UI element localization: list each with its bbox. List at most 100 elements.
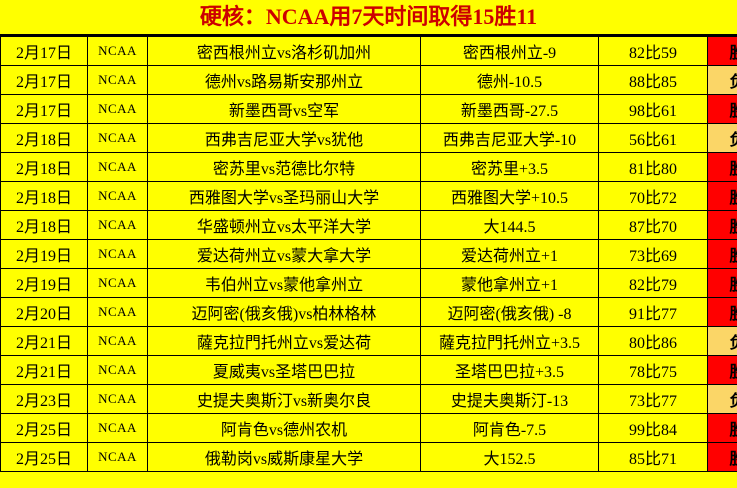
cell-league: NCAA	[87, 355, 148, 385]
cell-result: 负	[707, 384, 737, 414]
cell-date: 2月18日	[0, 210, 88, 240]
cell-pick: 密西根州立-9	[420, 36, 599, 66]
picks-table: 2月17日NCAA密西根州立vs洛杉矶加州密西根州立-982比59胜2月17日N…	[0, 36, 737, 472]
cell-date: 2月25日	[0, 442, 88, 472]
cell-league: NCAA	[87, 36, 148, 66]
cell-result: 胜	[707, 413, 737, 443]
cell-score: 80比86	[598, 326, 708, 356]
cell-league: NCAA	[87, 210, 148, 240]
cell-league: NCAA	[87, 384, 148, 414]
cell-league: NCAA	[87, 413, 148, 443]
cell-result: 胜	[707, 210, 737, 240]
cell-score: 82比59	[598, 36, 708, 66]
cell-result: 胜	[707, 297, 737, 327]
cell-result: 胜	[707, 152, 737, 182]
cell-pick: 大144.5	[420, 210, 599, 240]
cell-league: NCAA	[87, 326, 148, 356]
cell-date: 2月20日	[0, 297, 88, 327]
cell-score: 99比84	[598, 413, 708, 443]
title-bar: 硬核：NCAA用7天时间取得15胜11	[0, 0, 737, 36]
cell-pick: 西雅图大学+10.5	[420, 181, 599, 211]
cell-pick: 阿肯色-7.5	[420, 413, 599, 443]
cell-score: 85比71	[598, 442, 708, 472]
picks-table-body: 2月17日NCAA密西根州立vs洛杉矶加州密西根州立-982比59胜2月17日N…	[0, 36, 737, 472]
cell-pick: 大152.5	[420, 442, 599, 472]
cell-league: NCAA	[87, 268, 148, 298]
cell-result: 胜	[707, 36, 737, 66]
cell-match: 韦伯州立vs蒙他拿州立	[147, 268, 421, 298]
cell-date: 2月19日	[0, 239, 88, 269]
cell-result: 胜	[707, 239, 737, 269]
cell-result: 负	[707, 326, 737, 356]
cell-score: 73比69	[598, 239, 708, 269]
cell-result: 胜	[707, 268, 737, 298]
cell-date: 2月19日	[0, 268, 88, 298]
cell-result: 负	[707, 65, 737, 95]
cell-match: 俄勒岗vs威斯康星大学	[147, 442, 421, 472]
cell-league: NCAA	[87, 297, 148, 327]
cell-result: 胜	[707, 181, 737, 211]
cell-score: 56比61	[598, 123, 708, 153]
cell-match: 密西根州立vs洛杉矶加州	[147, 36, 421, 66]
cell-date: 2月17日	[0, 65, 88, 95]
cell-match: 迈阿密(俄亥俄)vs柏林格林	[147, 297, 421, 327]
page-title: 硬核：NCAA用7天时间取得15胜11	[199, 4, 538, 29]
cell-match: 德州vs路易斯安那州立	[147, 65, 421, 95]
cell-result: 胜	[707, 355, 737, 385]
cell-pick: 蒙他拿州立+1	[420, 268, 599, 298]
cell-pick: 密苏里+3.5	[420, 152, 599, 182]
cell-pick: 新墨西哥-27.5	[420, 94, 599, 124]
cell-date: 2月23日	[0, 384, 88, 414]
cell-league: NCAA	[87, 181, 148, 211]
cell-league: NCAA	[87, 94, 148, 124]
cell-match: 史提夫奥斯汀vs新奥尔良	[147, 384, 421, 414]
cell-date: 2月18日	[0, 123, 88, 153]
cell-score: 82比79	[598, 268, 708, 298]
cell-score: 87比70	[598, 210, 708, 240]
cell-league: NCAA	[87, 442, 148, 472]
cell-result: 胜	[707, 442, 737, 472]
cell-score: 88比85	[598, 65, 708, 95]
cell-pick: 西弗吉尼亚大学-10	[420, 123, 599, 153]
cell-date: 2月18日	[0, 181, 88, 211]
cell-match: 密苏里vs范德比尔特	[147, 152, 421, 182]
cell-pick: 爱达荷州立+1	[420, 239, 599, 269]
cell-pick: 迈阿密(俄亥俄) -8	[420, 297, 599, 327]
cell-league: NCAA	[87, 239, 148, 269]
cell-league: NCAA	[87, 152, 148, 182]
cell-match: 爱达荷州立vs蒙大拿大学	[147, 239, 421, 269]
cell-pick: 德州-10.5	[420, 65, 599, 95]
cell-score: 81比80	[598, 152, 708, 182]
cell-date: 2月18日	[0, 152, 88, 182]
cell-date: 2月21日	[0, 326, 88, 356]
cell-league: NCAA	[87, 123, 148, 153]
cell-match: 薩克拉門托州立vs爱达荷	[147, 326, 421, 356]
cell-date: 2月17日	[0, 94, 88, 124]
cell-date: 2月25日	[0, 413, 88, 443]
cell-match: 西弗吉尼亚大学vs犹他	[147, 123, 421, 153]
cell-pick: 薩克拉門托州立+3.5	[420, 326, 599, 356]
cell-match: 新墨西哥vs空军	[147, 94, 421, 124]
cell-match: 西雅图大学vs圣玛丽山大学	[147, 181, 421, 211]
cell-match: 夏威夷vs圣塔巴巴拉	[147, 355, 421, 385]
cell-score: 91比77	[598, 297, 708, 327]
cell-result: 胜	[707, 94, 737, 124]
cell-result: 负	[707, 123, 737, 153]
cell-score: 73比77	[598, 384, 708, 414]
cell-league: NCAA	[87, 65, 148, 95]
cell-match: 华盛顿州立vs太平洋大学	[147, 210, 421, 240]
cell-pick: 圣塔巴巴拉+3.5	[420, 355, 599, 385]
